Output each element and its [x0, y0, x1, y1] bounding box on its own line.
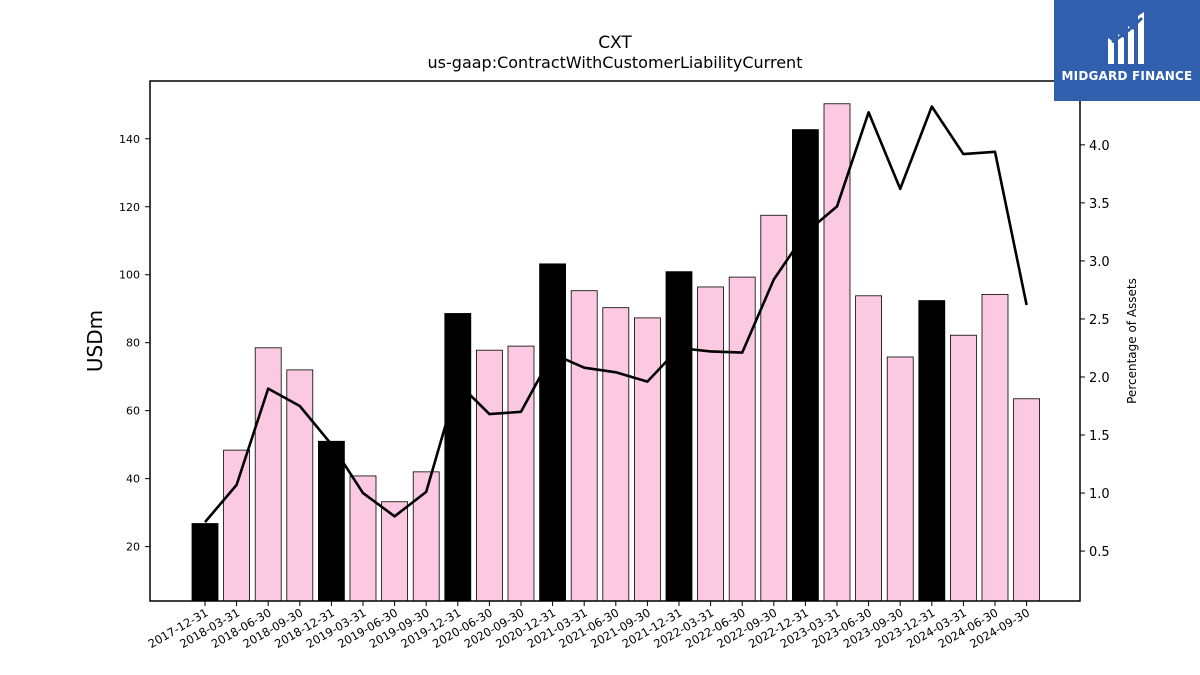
y2-tick-label: 4.0 [1089, 139, 1110, 154]
bar [1013, 398, 1040, 602]
bar [792, 129, 819, 602]
bar [381, 501, 409, 602]
chart-subtitle: us-gaap:ContractWithCustomerLiabilityCur… [428, 53, 803, 72]
bar [760, 214, 788, 602]
y-tick-label: 140 [119, 133, 140, 146]
bar [665, 271, 693, 602]
logo: MIDGARD FINANCE [1054, 0, 1200, 101]
bar [570, 290, 598, 602]
series-line [204, 105, 1028, 523]
bar [918, 300, 946, 602]
bar [191, 523, 219, 602]
bar [475, 349, 503, 602]
bar [855, 295, 882, 602]
bar [286, 369, 314, 602]
bar [254, 347, 282, 602]
bar [728, 276, 756, 602]
bar [634, 317, 661, 602]
y-tick-label: 60 [126, 405, 140, 418]
y-tick-label: 120 [119, 201, 140, 214]
y2-tick-label: 1.0 [1089, 487, 1110, 502]
bar [507, 345, 535, 602]
bar [412, 471, 440, 602]
bar [444, 313, 472, 602]
chart-title: CXT [598, 33, 632, 53]
y-tick-label: 100 [119, 269, 140, 282]
bars-layer [191, 103, 1040, 602]
y2-tick-label: 2.0 [1089, 371, 1110, 386]
line-layer [204, 105, 1028, 523]
bar [223, 449, 251, 602]
bar [981, 294, 1009, 602]
y-axis-label: USDm [83, 310, 107, 372]
bar [349, 475, 377, 602]
y-tick-label: 40 [126, 473, 140, 486]
bar [317, 440, 345, 602]
y2-tick-label: 3.0 [1089, 255, 1110, 270]
y2-tick-label: 0.5 [1089, 545, 1110, 560]
bar [697, 286, 724, 602]
plot-frame [149, 80, 1081, 602]
y-tick-label: 20 [126, 541, 140, 554]
logo-mark-icon [1108, 12, 1144, 64]
bar [950, 334, 977, 602]
bar [602, 307, 630, 602]
y2-tick-label: 2.5 [1089, 313, 1110, 328]
y2-tick-label: 3.5 [1089, 197, 1110, 212]
y2-tick-label: 1.5 [1089, 429, 1110, 444]
logo-text: MIDGARD FINANCE [1061, 69, 1193, 83]
y2-axis-label: Percentage of Assets [1125, 278, 1139, 404]
bar [539, 263, 566, 602]
bar [886, 356, 914, 602]
y-tick-label: 80 [126, 337, 140, 350]
